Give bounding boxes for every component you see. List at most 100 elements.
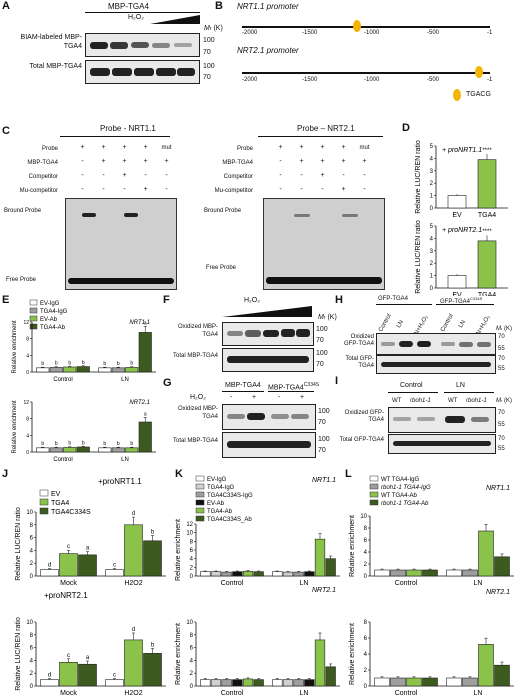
gene-label: NRT2.1 xyxy=(312,587,336,594)
y-tick-label: 6 xyxy=(30,646,34,652)
bar xyxy=(78,663,97,687)
y-tick-label: 0 xyxy=(364,574,368,580)
sig-letter: b xyxy=(82,440,85,446)
emsa-sign: + xyxy=(341,186,346,193)
c-free-label-2: Free Probe xyxy=(206,265,237,271)
c-gel-1 xyxy=(65,198,177,290)
bar xyxy=(210,679,222,687)
a-row2-label: Total MBP-TGA4 xyxy=(29,63,82,70)
sig-letter: b xyxy=(55,361,58,367)
bar xyxy=(36,367,50,373)
y-tick-label: 10 xyxy=(26,510,33,516)
legend-swatch xyxy=(195,499,205,506)
sig-letter: b xyxy=(103,361,106,367)
emsa-sign: + xyxy=(122,158,127,165)
bar xyxy=(447,195,467,209)
legend-label: rboh1-1 TGA4-Ab xyxy=(381,501,429,507)
y-tick-label: 0 xyxy=(26,450,29,456)
x-tick-label: EV xyxy=(452,212,462,219)
a-blot-total xyxy=(85,60,200,84)
c-grid-2: + + + + mut - + + + + - - + - - - - - + - xyxy=(270,141,385,197)
y-tick-label: 3 xyxy=(430,169,434,175)
g-blot-total xyxy=(222,432,316,458)
y-tick-label: 5 xyxy=(430,224,434,230)
y-tick-label: 0 xyxy=(430,206,434,212)
c-free-label-1: Free Probe xyxy=(6,277,37,283)
b-motif-marker-2 xyxy=(475,66,483,78)
legend-label: EV xyxy=(51,491,61,498)
y-tick-label: 6 xyxy=(190,548,194,554)
bar xyxy=(406,677,422,687)
bar xyxy=(49,367,63,373)
bar xyxy=(232,571,243,577)
y-axis-label: Relative enrichment xyxy=(349,515,356,577)
bar xyxy=(272,679,283,687)
y-tick-label: 0 xyxy=(364,684,368,690)
legend-swatch xyxy=(39,498,49,506)
legend-swatch xyxy=(195,483,205,490)
significance-stars: **** xyxy=(482,229,492,235)
panel-label-i: I xyxy=(335,375,339,387)
legend-label: TGA4C334S_Ab xyxy=(207,517,252,523)
b-legend-motif-icon xyxy=(453,89,461,101)
emsa-sign: + xyxy=(80,144,85,151)
bar xyxy=(325,558,336,577)
panel-label-d: D xyxy=(402,122,410,134)
bar xyxy=(125,447,139,453)
bar xyxy=(462,569,478,577)
y-tick-label: 12 xyxy=(186,522,193,528)
a-blot-biam xyxy=(85,33,200,57)
sig-letter: c xyxy=(113,673,116,679)
sig-letter: b xyxy=(41,361,44,367)
x-tick-label: TGA4 xyxy=(478,212,496,219)
y-tick-label: 4 xyxy=(26,433,29,439)
emsa-sign: - xyxy=(279,186,282,193)
g-blot-oxidized xyxy=(222,404,316,430)
bar xyxy=(478,530,494,577)
bar xyxy=(314,639,326,687)
sig-letter: b xyxy=(151,530,155,536)
bar xyxy=(477,159,497,209)
emsa-sign: + xyxy=(299,158,304,165)
bar xyxy=(293,679,304,687)
bar xyxy=(59,553,78,577)
h-blot-oxidized xyxy=(376,333,496,355)
y-axis-label: Relative LUC/REN ratio xyxy=(415,220,422,294)
y-tick-label: 8 xyxy=(190,539,194,545)
bar xyxy=(374,569,390,577)
y-axis-label: Relative LUC/REN ratio xyxy=(15,617,22,691)
legend-swatch xyxy=(369,491,379,498)
legend-swatch xyxy=(29,315,38,322)
sig-letter: d xyxy=(132,511,135,517)
y-tick-label: 10 xyxy=(360,514,367,520)
y-tick-label: 8 xyxy=(364,526,368,532)
y-tick-label: 6 xyxy=(30,536,34,542)
gene-label: NRT2.1 xyxy=(129,400,150,406)
bar xyxy=(478,644,494,687)
bar xyxy=(304,679,315,687)
bar xyxy=(390,677,406,687)
y-tick-label: 4 xyxy=(30,658,34,664)
x-tick-label: Mock xyxy=(60,690,77,697)
panel-label-l: L xyxy=(345,468,352,480)
x-tick-label: Control xyxy=(395,690,418,697)
bar xyxy=(76,366,90,373)
y-tick-label: 10 xyxy=(26,620,33,626)
chart-d: 0 1 2 3 4 5 Relative LUC/REN ratio + proNRT1.1 E… xyxy=(415,140,508,296)
bar xyxy=(446,569,462,577)
emsa-sign: + xyxy=(341,144,346,151)
y-tick-label: 8 xyxy=(30,523,34,529)
sig-letter: c xyxy=(113,563,116,569)
emsa-sign: - xyxy=(279,172,282,179)
y-tick-label: 4 xyxy=(26,353,29,359)
y-tick-label: 4 xyxy=(190,557,194,563)
y-tick-label: 2 xyxy=(30,561,34,567)
emsa-sign: - xyxy=(123,186,126,193)
y-axis-label: Relative LUC/REN ratio xyxy=(415,140,422,214)
legend-label: EV-Ab xyxy=(40,317,58,323)
sig-letter: b xyxy=(68,360,71,366)
sig-letter: d xyxy=(132,627,135,633)
y-tick-label: 10 xyxy=(186,531,193,537)
y-tick-label: 6 xyxy=(364,636,368,642)
y-tick-label: 12 xyxy=(23,400,29,406)
